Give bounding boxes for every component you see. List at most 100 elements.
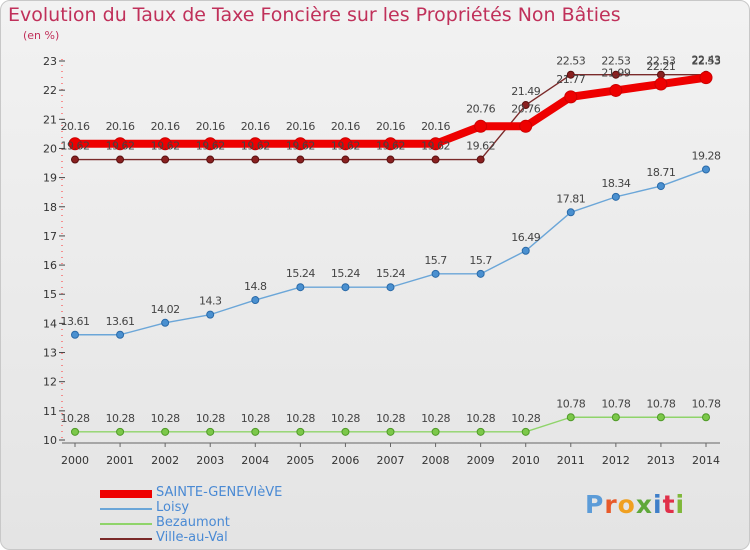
data-label: 22.53: [601, 55, 630, 68]
data-point: [702, 165, 710, 174]
data-label: 18.71: [646, 166, 675, 179]
data-label: 22.53: [556, 55, 585, 68]
data-point: [161, 427, 170, 436]
y-tick-label: 19: [43, 172, 57, 185]
y-tick-label: 10: [43, 434, 57, 447]
data-point: [296, 155, 305, 164]
data-point: [296, 427, 305, 436]
data-label: 10.28: [466, 412, 495, 425]
data-point: [116, 155, 125, 164]
data-label: 20.16: [196, 120, 225, 133]
x-tick-label: 2003: [196, 454, 224, 467]
data-point: [431, 155, 440, 164]
legend-label: SAINTE-GENEVIèVE: [156, 485, 283, 500]
legend-swatch: [100, 508, 152, 510]
data-label: 14.3: [199, 295, 222, 308]
data-point: [699, 71, 713, 85]
data-point: [476, 155, 485, 164]
data-label: 10.78: [646, 397, 675, 410]
data-point: [611, 413, 620, 422]
data-label: 19.62: [466, 140, 495, 153]
data-label: 10.28: [511, 412, 540, 425]
data-label: 13.61: [106, 315, 135, 328]
data-label: 19.62: [286, 140, 315, 153]
data-label: 10.78: [692, 397, 721, 410]
proxiti-logo: Proxiti: [585, 490, 686, 519]
y-tick-label: 14: [43, 317, 57, 330]
data-point: [71, 155, 79, 164]
data-point: [248, 137, 262, 151]
x-tick-label: 2008: [422, 454, 450, 467]
data-label: 20.16: [331, 120, 360, 133]
data-point: [338, 137, 352, 151]
data-point: [386, 427, 395, 436]
data-label: 10.78: [601, 397, 630, 410]
x-tick-label: 2004: [241, 454, 269, 467]
y-tick-label: 17: [43, 230, 57, 243]
data-label: 20.16: [61, 120, 90, 133]
data-point: [521, 246, 530, 255]
data-label: 14.8: [244, 280, 267, 293]
data-point: [206, 427, 215, 436]
data-point: [161, 155, 170, 164]
data-label: 21.49: [511, 85, 540, 98]
x-tick-label: 2014: [692, 454, 720, 467]
x-tick-label: 2006: [331, 454, 359, 467]
data-point: [474, 119, 488, 133]
data-label: 20.76: [466, 102, 495, 115]
data-point: [476, 269, 485, 278]
data-point: [206, 155, 215, 164]
y-tick-label: 18: [43, 201, 57, 214]
data-label: 10.28: [421, 412, 450, 425]
data-point: [521, 101, 530, 110]
data-point: [564, 90, 578, 104]
data-label: 15.7: [469, 254, 492, 267]
x-tick-label: 2010: [512, 454, 540, 467]
data-point: [386, 155, 395, 164]
legend-swatch: [100, 490, 152, 498]
data-point: [293, 137, 307, 151]
data-label: 22.43: [692, 54, 721, 67]
data-label: 10.28: [61, 412, 90, 425]
data-label: 14.02: [151, 303, 180, 316]
data-point: [203, 137, 217, 151]
data-point: [68, 137, 82, 151]
data-point: [429, 137, 443, 151]
x-tick-label: 2002: [151, 454, 179, 467]
data-point: [431, 269, 440, 278]
data-label: 20.16: [106, 120, 135, 133]
data-label: 10.28: [286, 412, 315, 425]
y-tick-label: 12: [43, 376, 57, 389]
y-tick-label: 22: [43, 84, 57, 97]
data-point: [611, 70, 620, 79]
data-point: [113, 137, 127, 151]
data-point: [566, 70, 575, 79]
data-label: 19.28: [692, 149, 721, 162]
unit-label: (en %): [23, 29, 60, 42]
data-label: 10.28: [196, 412, 225, 425]
data-point: [656, 182, 665, 191]
data-label: 10.78: [556, 397, 585, 410]
data-point: [251, 155, 260, 164]
data-label: 15.24: [286, 267, 315, 280]
data-point: [206, 310, 215, 319]
x-tick-label: 2013: [647, 454, 675, 467]
data-point: [476, 427, 485, 436]
data-label: 22.21: [646, 60, 675, 73]
data-label: 20.76: [511, 102, 540, 115]
x-tick-label: 2011: [557, 454, 585, 467]
data-point: [161, 318, 170, 327]
data-point: [431, 427, 440, 436]
data-point: [702, 413, 710, 422]
data-point: [384, 137, 397, 151]
data-label: 10.28: [106, 412, 135, 425]
data-label: 18.34: [601, 177, 630, 190]
data-label: 19.62: [421, 140, 450, 153]
x-tick-label: 2001: [106, 454, 134, 467]
data-label: 20.16: [241, 120, 270, 133]
data-point: [71, 427, 79, 436]
data-label: 19.62: [331, 140, 360, 153]
data-label: 21.77: [556, 73, 585, 86]
legend-label: Bezaumont: [156, 515, 230, 530]
